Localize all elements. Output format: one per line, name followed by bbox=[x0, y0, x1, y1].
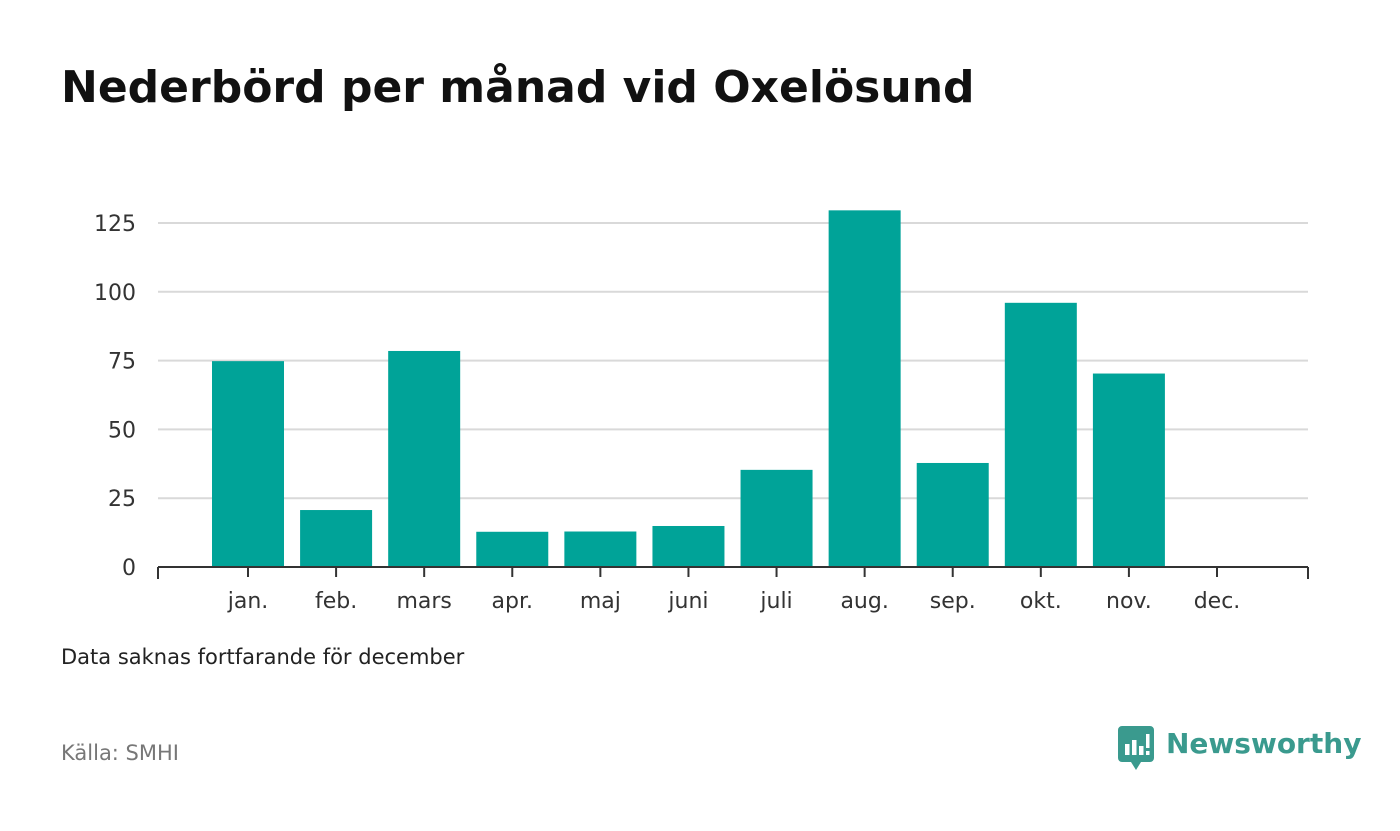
bar-5 bbox=[652, 525, 725, 567]
x-tick-label: okt. bbox=[1020, 589, 1062, 614]
bar-8 bbox=[916, 462, 989, 567]
bars bbox=[212, 210, 1165, 567]
y-tick-labels: 0 25 50 75 100 125 bbox=[94, 212, 136, 581]
newsworthy-logo-icon bbox=[1118, 726, 1154, 770]
brand-name: Newsworthy bbox=[1166, 726, 1362, 760]
x-tick-label: dec. bbox=[1194, 589, 1241, 614]
y-tick-label: 25 bbox=[108, 487, 136, 512]
y-tick-label: 125 bbox=[94, 212, 136, 237]
y-tick-label: 50 bbox=[108, 418, 136, 443]
bar-6 bbox=[740, 469, 813, 567]
chart-title: Nederbörd per månad vid Oxelösund bbox=[61, 62, 975, 113]
x-tick-label: maj bbox=[580, 589, 621, 614]
x-tick-label: juli bbox=[759, 589, 792, 614]
data-note: Data saknas fortfarande för december bbox=[61, 645, 465, 669]
x-tick-label: aug. bbox=[840, 589, 888, 614]
bar-10 bbox=[1092, 373, 1165, 567]
bar-2 bbox=[388, 350, 461, 567]
y-tick-label: 75 bbox=[108, 350, 136, 375]
bar-4 bbox=[564, 531, 637, 567]
y-tick-label: 0 bbox=[122, 556, 136, 581]
x-tick-label: sep. bbox=[930, 589, 976, 614]
x-tick-label: jan. bbox=[227, 589, 269, 614]
bar-1 bbox=[300, 510, 373, 567]
y-tick-label: 100 bbox=[94, 281, 136, 306]
bar-chart: 0 25 50 75 100 125 jan. feb. mars apr. maj juni jul… bbox=[94, 210, 1309, 614]
x-tick-label: juni bbox=[667, 589, 708, 614]
bar-7 bbox=[828, 210, 901, 567]
x-axis bbox=[157, 566, 1309, 579]
bar-9 bbox=[1004, 302, 1077, 567]
brand-logo[interactable]: Newsworthy bbox=[1118, 726, 1361, 772]
bar-3 bbox=[476, 531, 549, 567]
x-tick-label: apr. bbox=[492, 589, 533, 614]
x-tick-label: feb. bbox=[315, 589, 357, 614]
source-label: Källa: SMHI bbox=[61, 741, 179, 765]
x-tick-label: mars bbox=[396, 589, 451, 614]
x-tick-label: nov. bbox=[1106, 589, 1152, 614]
x-tick-labels: jan. feb. mars apr. maj juni juli aug. sep. okt. n… bbox=[227, 589, 1241, 614]
bar-0 bbox=[212, 361, 284, 567]
